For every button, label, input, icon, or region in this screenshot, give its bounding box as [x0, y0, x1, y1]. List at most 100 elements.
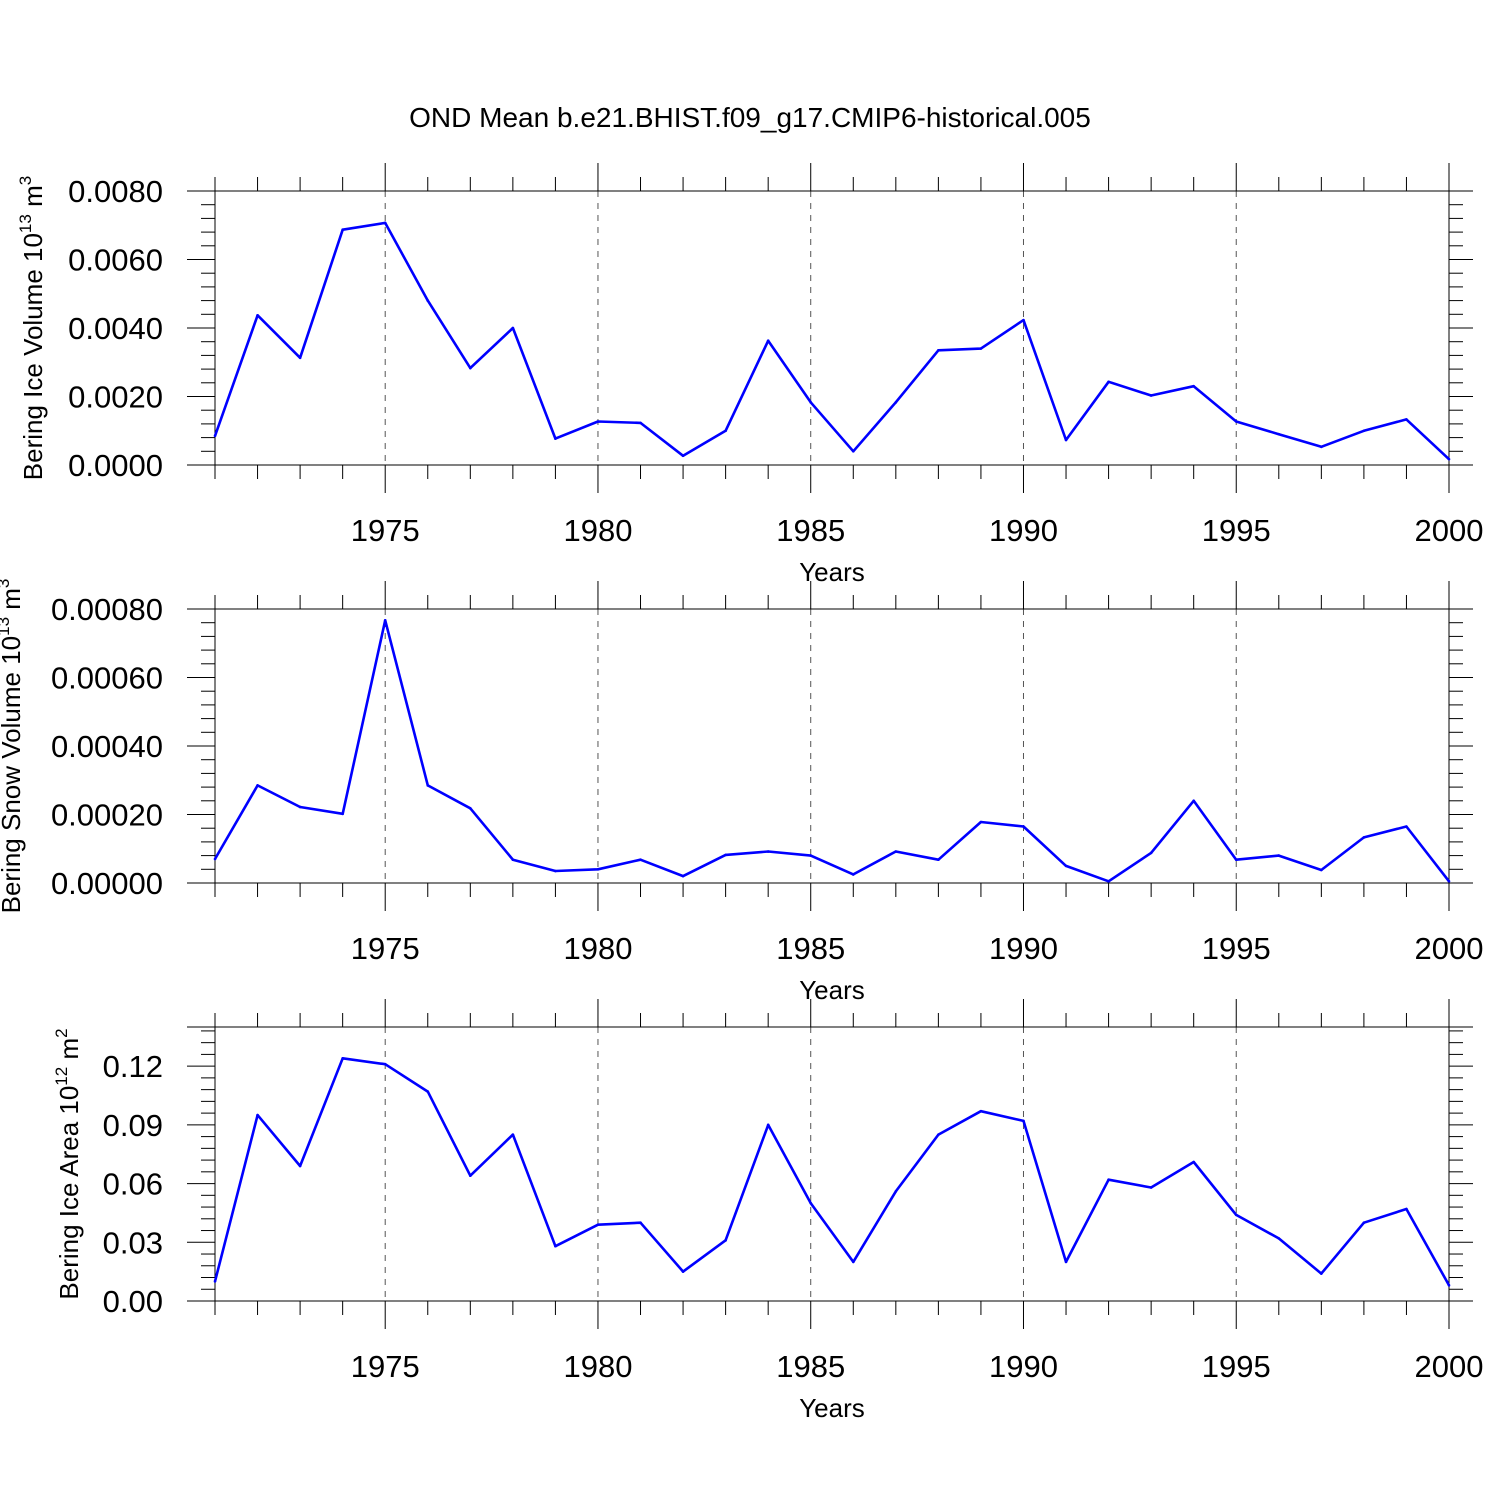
data-point-1994: [1192, 384, 1195, 388]
figure-title: OND Mean b.e21.BHIST.f09_g17.CMIP6-histo…: [409, 102, 1091, 133]
data-point-1997: [1320, 868, 1323, 872]
x-tick-label: 1975: [351, 1349, 420, 1384]
y-tick-label: 0.00080: [51, 592, 163, 627]
data-point-2000: [1447, 457, 1451, 461]
y-tick-label: 0.09: [103, 1108, 163, 1143]
data-point-1992: [1107, 1178, 1110, 1181]
data-point-1986: [851, 450, 855, 453]
data-point-1985: [809, 401, 813, 404]
y-tick-label: 0.0020: [68, 380, 163, 415]
data-point-1995: [1234, 858, 1238, 862]
data-point-1973: [298, 805, 302, 809]
data-point-1984: [766, 339, 770, 342]
data-point-1983: [724, 853, 727, 857]
data-point-1988: [937, 858, 940, 862]
y-tick-label: 0.00020: [51, 798, 163, 833]
x-tick-label: 1990: [989, 1349, 1058, 1384]
data-point-1980: [596, 868, 600, 871]
x-tick-label: 1975: [351, 513, 420, 548]
data-point-1980: [596, 420, 600, 423]
y-tick-label: 0.0000: [68, 448, 163, 483]
x-tick-label: 1995: [1202, 513, 1271, 548]
y-tick-label: 0.0080: [68, 174, 163, 209]
data-point-1987: [894, 850, 898, 853]
x-tick-label: 1985: [776, 1349, 845, 1384]
data-point-1973: [298, 1164, 302, 1168]
x-tick-label: 1975: [351, 931, 420, 966]
data-point-1975: [383, 1062, 387, 1066]
x-tick-label: 1980: [563, 513, 632, 548]
data-point-1987: [894, 1190, 898, 1193]
data-point-1985: [809, 854, 813, 857]
x-tick-label: 1995: [1202, 1349, 1271, 1384]
x-tick-label: 2000: [1415, 1349, 1484, 1384]
x-axis-label: Years: [799, 557, 865, 587]
data-point-1992: [1107, 879, 1110, 883]
data-point-1985: [809, 1201, 813, 1205]
chart-panel-3: 0.00 0.03 0.06 0.09 0.12 1975 1980 1985 1990 1995…: [52, 999, 1483, 1423]
data-point-1977: [469, 366, 472, 370]
data-point-1974: [341, 812, 344, 816]
x-axis-label: Years: [799, 1393, 865, 1423]
data-point-1992: [1107, 380, 1110, 384]
data-point-1998: [1362, 1221, 1366, 1225]
data-point-1993: [1149, 851, 1153, 855]
data-point-1971: [213, 1280, 217, 1283]
y-tick-label: 0.0040: [68, 311, 163, 346]
data-point-1979: [554, 1244, 557, 1248]
y-tick-label: 0.03: [103, 1225, 163, 1260]
data-point-1989: [979, 820, 983, 824]
y-axis-label: Bering Ice Area 1012 m2: [52, 1028, 84, 1299]
data-point-1993: [1149, 1186, 1153, 1189]
data-point-1999: [1405, 825, 1408, 828]
data-point-1997: [1320, 445, 1323, 449]
x-tick-label: 1980: [563, 1349, 632, 1384]
data-point-1982: [681, 874, 685, 878]
x-tick-label: 2000: [1415, 513, 1484, 548]
y-tick-label: 0.0060: [68, 243, 163, 278]
y-axis-label: Bering Ice Volume 1013 m3: [16, 176, 48, 480]
data-point-1989: [979, 1109, 983, 1113]
x-tick-label: 1985: [776, 931, 845, 966]
data-point-1993: [1149, 394, 1153, 397]
data-point-1981: [639, 858, 642, 862]
data-point-1981: [639, 1221, 642, 1225]
data-point-1990: [1022, 318, 1025, 322]
data-point-1998: [1362, 836, 1366, 839]
data-point-1974: [341, 1057, 344, 1060]
data-point-1971: [213, 857, 217, 861]
data-point-1995: [1234, 1213, 1238, 1217]
data-point-1973: [298, 356, 302, 360]
data-point-1984: [766, 850, 770, 853]
data-point-1991: [1064, 438, 1068, 442]
data-point-1972: [256, 1113, 259, 1117]
data-point-1975: [383, 221, 387, 225]
data-point-2000: [1447, 879, 1451, 883]
data-point-1999: [1405, 1207, 1408, 1211]
data-point-1972: [256, 784, 259, 787]
data-point-1976: [426, 299, 430, 302]
data-point-1994: [1192, 799, 1195, 803]
data-point-1990: [1022, 1119, 1025, 1123]
series-line: [213, 221, 1450, 461]
y-axis-label: Bering Snow Volume 1013 m3: [0, 579, 26, 914]
data-point-1978: [511, 326, 515, 330]
data-point-1983: [724, 429, 727, 433]
data-point-1975: [383, 619, 387, 622]
data-point-1996: [1277, 432, 1281, 436]
series-line: [213, 618, 1451, 883]
data-point-1990: [1022, 825, 1025, 828]
x-tick-label: 1985: [776, 513, 845, 548]
data-point-1998: [1362, 429, 1366, 433]
data-point-1988: [937, 348, 940, 352]
y-tick-label: 0.00060: [51, 661, 163, 696]
data-point-1979: [554, 437, 557, 440]
x-tick-label: 2000: [1415, 931, 1484, 966]
data-point-1980: [596, 1223, 600, 1226]
data-point-1982: [681, 454, 685, 458]
data-point-1996: [1277, 1237, 1281, 1240]
series-line: [213, 1057, 1451, 1286]
data-point-1978: [511, 858, 515, 862]
y-tick-label: 0.00000: [51, 866, 163, 901]
